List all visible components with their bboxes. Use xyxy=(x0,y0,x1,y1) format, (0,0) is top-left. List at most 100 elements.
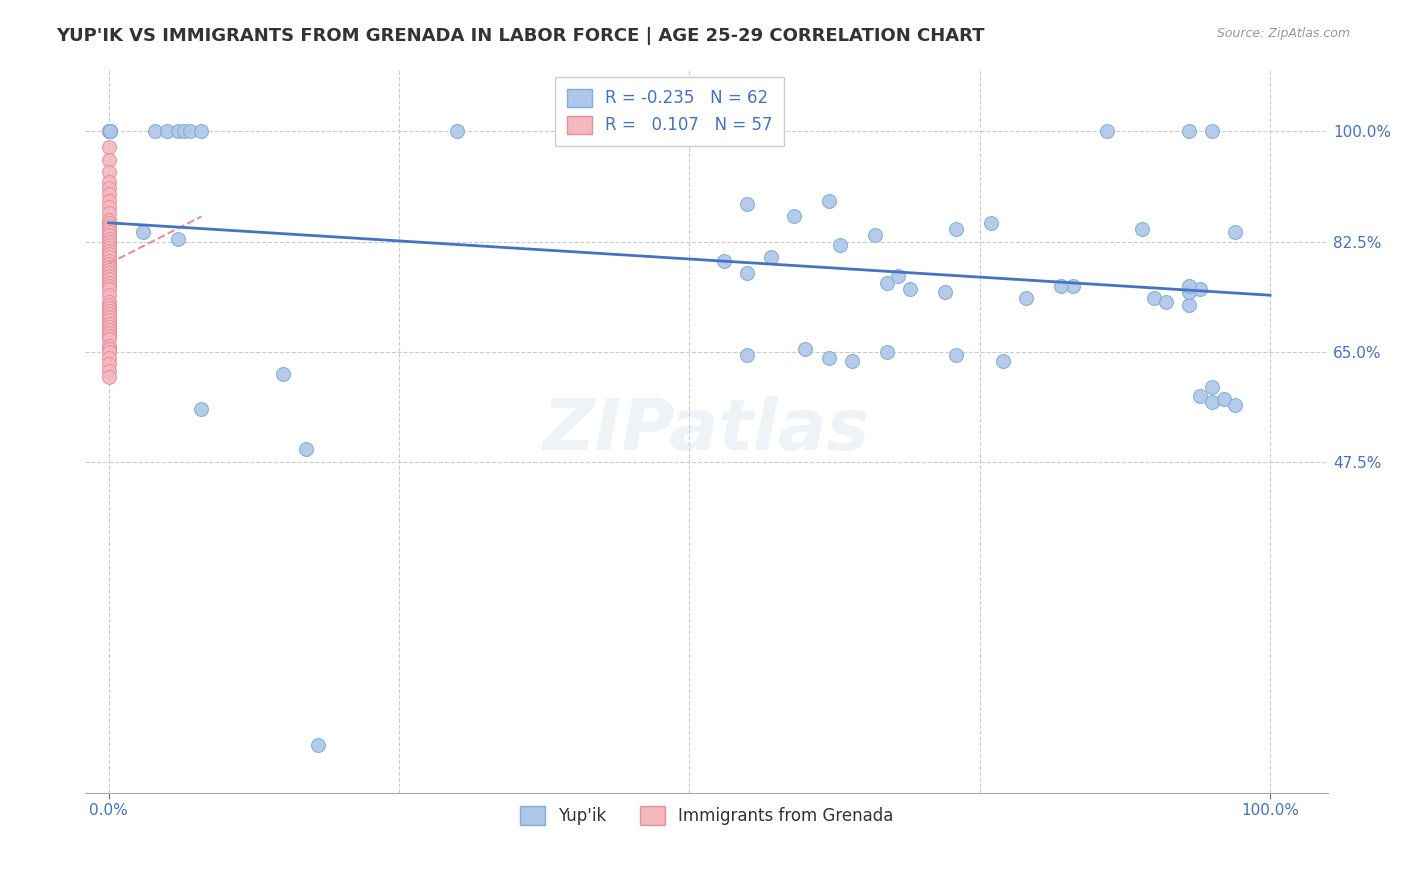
Point xyxy=(97,187,120,202)
Point xyxy=(830,237,852,252)
Point xyxy=(97,257,120,271)
Point xyxy=(271,367,294,381)
Point xyxy=(97,338,120,352)
Point xyxy=(97,153,120,167)
Point xyxy=(863,228,886,243)
Point xyxy=(1201,379,1223,393)
Point xyxy=(97,294,120,309)
Point xyxy=(1130,222,1153,236)
Point xyxy=(1177,278,1199,293)
Point xyxy=(97,304,120,318)
Point xyxy=(97,319,120,334)
Point xyxy=(97,235,120,249)
Point xyxy=(97,175,120,189)
Point xyxy=(841,354,863,368)
Point xyxy=(98,124,121,138)
Point xyxy=(97,326,120,340)
Point xyxy=(97,266,120,280)
Point xyxy=(132,225,155,239)
Point xyxy=(97,332,120,346)
Point xyxy=(97,358,120,372)
Point xyxy=(167,231,190,245)
Point xyxy=(1097,124,1119,138)
Point xyxy=(97,288,120,302)
Point xyxy=(98,124,121,138)
Point xyxy=(97,124,120,138)
Point xyxy=(737,348,759,362)
Point xyxy=(97,329,120,343)
Point xyxy=(991,354,1014,368)
Text: Source: ZipAtlas.com: Source: ZipAtlas.com xyxy=(1216,27,1350,40)
Point xyxy=(97,247,120,261)
Point xyxy=(190,401,212,416)
Text: YUP'IK VS IMMIGRANTS FROM GRENADA IN LABOR FORCE | AGE 25-29 CORRELATION CHART: YUP'IK VS IMMIGRANTS FROM GRENADA IN LAB… xyxy=(56,27,984,45)
Point xyxy=(97,165,120,179)
Point xyxy=(97,206,120,220)
Point xyxy=(887,269,910,284)
Point xyxy=(97,200,120,214)
Point xyxy=(737,197,759,211)
Point xyxy=(98,124,121,138)
Point xyxy=(898,282,921,296)
Point xyxy=(1143,291,1166,305)
Point xyxy=(97,269,120,284)
Point xyxy=(97,237,120,252)
Point xyxy=(1015,291,1038,305)
Point xyxy=(1050,278,1073,293)
Point xyxy=(97,140,120,154)
Point xyxy=(97,216,120,230)
Legend: Yup'ik, Immigrants from Grenada: Yup'ik, Immigrants from Grenada xyxy=(510,797,904,835)
Point xyxy=(1177,298,1199,312)
Point xyxy=(97,282,120,296)
Point xyxy=(97,251,120,265)
Point xyxy=(97,124,120,138)
Point xyxy=(783,210,806,224)
Point xyxy=(295,442,318,457)
Point xyxy=(97,222,120,236)
Point xyxy=(1189,282,1212,296)
Point xyxy=(876,344,898,359)
Point xyxy=(1225,398,1247,412)
Point xyxy=(794,342,817,356)
Point xyxy=(143,124,166,138)
Point xyxy=(817,194,839,208)
Point xyxy=(1189,389,1212,403)
Point xyxy=(97,231,120,245)
Point xyxy=(876,276,898,290)
Point xyxy=(190,124,212,138)
Point xyxy=(759,251,782,265)
Point xyxy=(97,310,120,325)
Point xyxy=(713,253,735,268)
Point xyxy=(1212,392,1234,406)
Point xyxy=(1177,285,1199,299)
Point xyxy=(97,225,120,239)
Point xyxy=(97,298,120,312)
Point xyxy=(97,253,120,268)
Point xyxy=(97,244,120,259)
Point xyxy=(97,212,120,227)
Point xyxy=(817,351,839,366)
Point xyxy=(173,124,195,138)
Point xyxy=(945,348,967,362)
Point xyxy=(1177,124,1199,138)
Point xyxy=(97,370,120,384)
Point xyxy=(97,323,120,337)
Point xyxy=(97,272,120,286)
Point xyxy=(97,260,120,274)
Point xyxy=(97,276,120,290)
Point xyxy=(446,124,468,138)
Point xyxy=(737,266,759,280)
Point xyxy=(97,278,120,293)
Point xyxy=(934,285,956,299)
Point xyxy=(97,124,120,138)
Point xyxy=(97,228,120,243)
Point xyxy=(1225,225,1247,239)
Point xyxy=(97,351,120,366)
Point xyxy=(97,194,120,208)
Point xyxy=(97,263,120,277)
Point xyxy=(1201,124,1223,138)
Point xyxy=(1201,395,1223,409)
Point xyxy=(97,317,120,331)
Point xyxy=(97,344,120,359)
Point xyxy=(97,307,120,321)
